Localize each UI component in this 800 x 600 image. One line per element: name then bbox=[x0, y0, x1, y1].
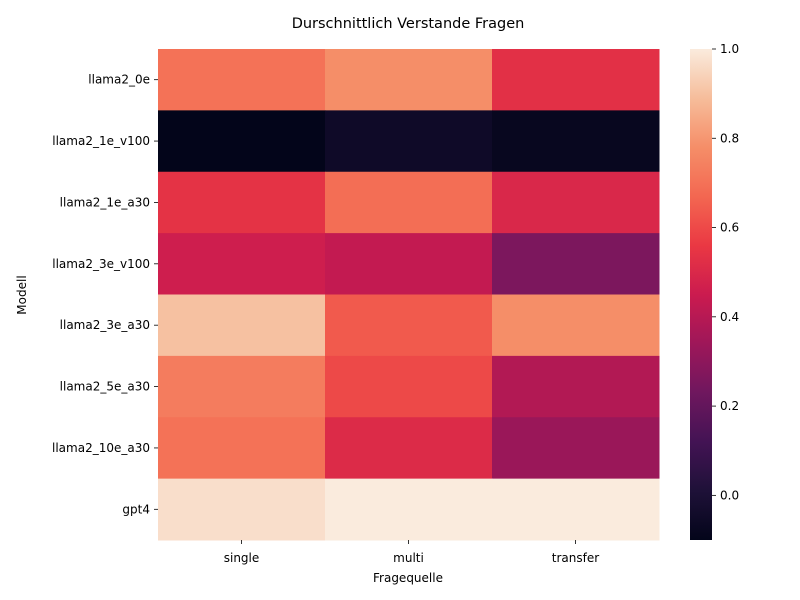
x-tick-label: transfer bbox=[552, 551, 599, 565]
heatmap-cell bbox=[325, 294, 493, 357]
y-tick-label: llama2_3e_v100 bbox=[52, 257, 150, 271]
x-axis-ticks: single multi transfer bbox=[224, 540, 599, 565]
colorbar bbox=[690, 49, 712, 540]
heatmap-cell bbox=[325, 233, 493, 295]
y-tick-label: llama2_0e bbox=[88, 73, 150, 87]
heatmap-cell bbox=[492, 49, 660, 111]
colorbar-tick-label: 0.2 bbox=[720, 399, 739, 413]
heatmap-cell bbox=[492, 355, 660, 418]
heatmap-cell bbox=[158, 294, 326, 357]
y-tick-label: gpt4 bbox=[122, 502, 150, 516]
heatmap-cell bbox=[492, 294, 660, 357]
colorbar-ticks: 0.0 0.2 0.4 0.6 0.8 1.0 bbox=[712, 42, 739, 502]
y-tick-label: llama2_1e_a30 bbox=[60, 195, 150, 209]
colorbar-tick-label: 0.6 bbox=[720, 221, 739, 235]
chart-title: Durschnittlich Verstande Fragen bbox=[292, 16, 525, 32]
heatmap-cell bbox=[158, 417, 326, 480]
heatmap-cell bbox=[492, 417, 660, 480]
heatmap-cell bbox=[158, 110, 326, 173]
heatmap-cell bbox=[492, 171, 660, 234]
y-tick-label: llama2_5e_a30 bbox=[60, 380, 150, 394]
heatmap-cell bbox=[325, 49, 493, 111]
heatmap-cell bbox=[492, 233, 660, 295]
y-axis-ticks: llama2_0e llama2_1e_v100 llama2_1e_a30llam… bbox=[52, 73, 158, 516]
colorbar-tick-label: 0.4 bbox=[720, 310, 739, 324]
y-axis-label: Modell bbox=[15, 275, 29, 314]
heatmap-cell bbox=[158, 49, 326, 111]
y-tick-label: llama2_10e_a30 bbox=[52, 441, 150, 455]
heatmap-cell bbox=[325, 171, 493, 234]
x-tick-label: multi bbox=[393, 551, 424, 565]
colorbar-tick-label: 0.8 bbox=[720, 131, 739, 145]
heatmap-cell bbox=[325, 355, 493, 418]
x-axis-label: Fragequelle bbox=[373, 571, 443, 585]
heatmap-cell bbox=[325, 110, 493, 173]
heatmap-cell bbox=[492, 110, 660, 173]
colorbar-tick-label: 0.0 bbox=[720, 488, 739, 502]
heatmap-cell bbox=[158, 171, 326, 234]
heatmap-cell bbox=[158, 355, 326, 418]
y-tick-label: llama2_3e_a30 bbox=[60, 318, 150, 332]
y-tick-label: llama2_1e_v100 bbox=[52, 134, 150, 148]
colorbar-tick-label: 1.0 bbox=[720, 42, 739, 56]
heatmap-cell bbox=[325, 478, 493, 541]
heatmap-cells bbox=[158, 49, 660, 541]
heatmap-cell bbox=[158, 478, 326, 541]
heatmap-cell bbox=[492, 478, 660, 541]
heatmap-cell bbox=[158, 233, 326, 295]
x-tick-label: single bbox=[224, 551, 260, 565]
heatmap-cell bbox=[325, 417, 493, 480]
